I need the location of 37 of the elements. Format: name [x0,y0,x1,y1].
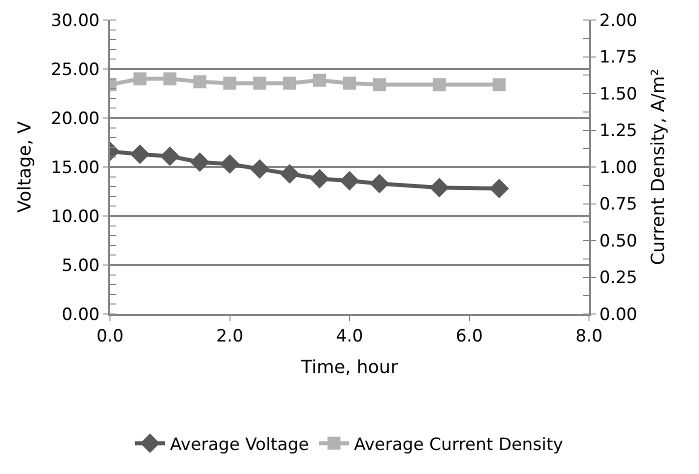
point [220,154,240,174]
legend-label: Average Voltage [170,434,309,455]
y2-tick-label: 0.75 [599,194,638,215]
point [250,159,270,179]
y-tick-label: 30.00 [50,10,100,31]
y-tick-label: 25.00 [50,60,100,80]
point [370,174,390,194]
legend-label: Average Current Density [354,434,564,455]
y-tick-label: 0.00 [62,304,100,325]
point [310,169,330,189]
y2-tick-label: 1.50 [599,84,638,104]
point [190,152,210,172]
y-tick-label: 10.00 [50,206,100,227]
y2-tick-label: 0.25 [599,268,638,288]
y2-tick-label: 0.00 [599,304,638,325]
point [489,178,509,198]
x-tick-label: 6.0 [456,326,483,346]
x-tick-label: 2.0 [216,326,244,346]
y-tick-label: 5.00 [62,256,100,276]
y2-axis-title: Current Density, A/m² [648,68,669,266]
x-tick-label: 8.0 [575,326,603,346]
x-axis-title: Time, hour [300,357,398,378]
point [430,178,450,198]
x-tick-label: 4.0 [336,326,364,346]
y-axis-title: Voltage, V [14,120,36,213]
y2-tick-label: 1.75 [599,48,638,68]
y2-tick-label: 2.00 [599,10,638,31]
x-tick-label: 0.0 [96,326,124,346]
y2-tick-label: 0.50 [599,231,638,252]
point [340,170,360,190]
point [160,146,180,166]
y2-tick-label: 1.25 [599,121,638,142]
y-tick-label: 20.00 [50,108,100,129]
point [130,144,150,164]
y2-tick-label: 1.00 [599,158,638,178]
point [280,164,300,184]
y-tick-label: 15.00 [50,158,100,178]
